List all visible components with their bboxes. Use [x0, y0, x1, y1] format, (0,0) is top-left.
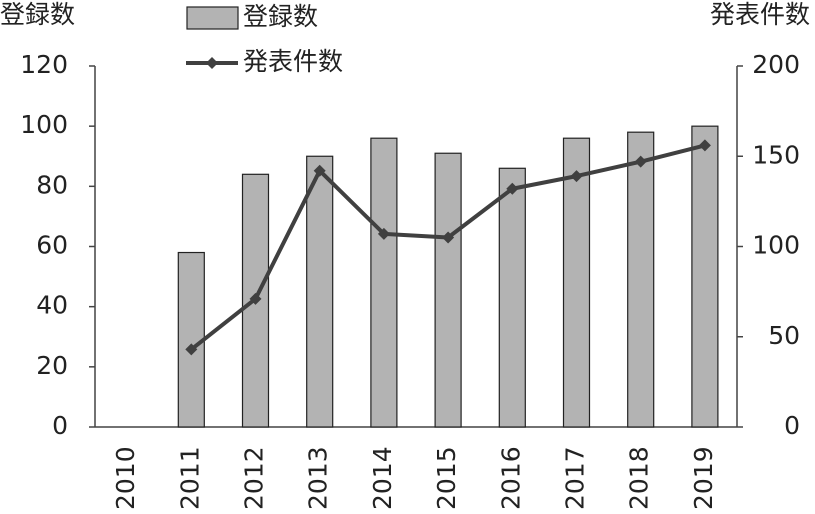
y2-axis-title: 発表件数 [710, 0, 810, 29]
line-marker [377, 227, 390, 240]
bar [177, 251, 205, 428]
y-tick-label: 120 [20, 50, 68, 79]
x-tick-label: 2011 [175, 446, 204, 510]
line-marker [313, 164, 326, 177]
bar [498, 167, 526, 428]
bar [627, 131, 655, 428]
x-tick-label: 2015 [432, 446, 461, 510]
bar [306, 155, 334, 428]
y-tick-label: 0 [52, 411, 68, 440]
line-marker [185, 343, 198, 356]
legend-label: 発表件数 [243, 47, 343, 76]
legend-marker [206, 57, 218, 69]
x-tick-label: 2017 [561, 446, 590, 510]
legend-swatch [186, 6, 239, 30]
y-tick-label: 100 [20, 110, 68, 139]
y-axis-title: 登録数 [0, 0, 75, 29]
bar [562, 137, 591, 428]
x-tick-label: 2013 [304, 446, 333, 510]
bar [434, 152, 462, 428]
line-marker [634, 155, 647, 168]
line-marker [506, 182, 519, 195]
y-tick-label: 80 [36, 170, 68, 199]
x-tick-label: 2016 [496, 446, 525, 510]
bar [691, 125, 719, 428]
x-tick-label: 2010 [111, 446, 140, 510]
y2-tick-label: 100 [752, 231, 800, 260]
x-tick-label: 2014 [368, 446, 397, 510]
y-tick-label: 60 [36, 231, 68, 260]
bar [370, 137, 398, 428]
y2-tick-label: 150 [752, 140, 800, 169]
line-marker [698, 139, 711, 152]
y2-tick-label: 200 [752, 50, 800, 79]
line-marker [570, 170, 583, 183]
y-tick-label: 40 [36, 291, 68, 320]
x-tick-label: 2019 [689, 446, 718, 510]
x-tick-label: 2012 [240, 446, 269, 510]
y2-tick-label: 50 [768, 321, 800, 350]
legend-label: 登録数 [243, 2, 318, 31]
line-marker [249, 292, 262, 305]
y-tick-label: 20 [36, 351, 68, 380]
x-tick-label: 2018 [625, 446, 654, 510]
line-marker [442, 231, 455, 244]
y2-tick-label: 0 [784, 411, 800, 440]
